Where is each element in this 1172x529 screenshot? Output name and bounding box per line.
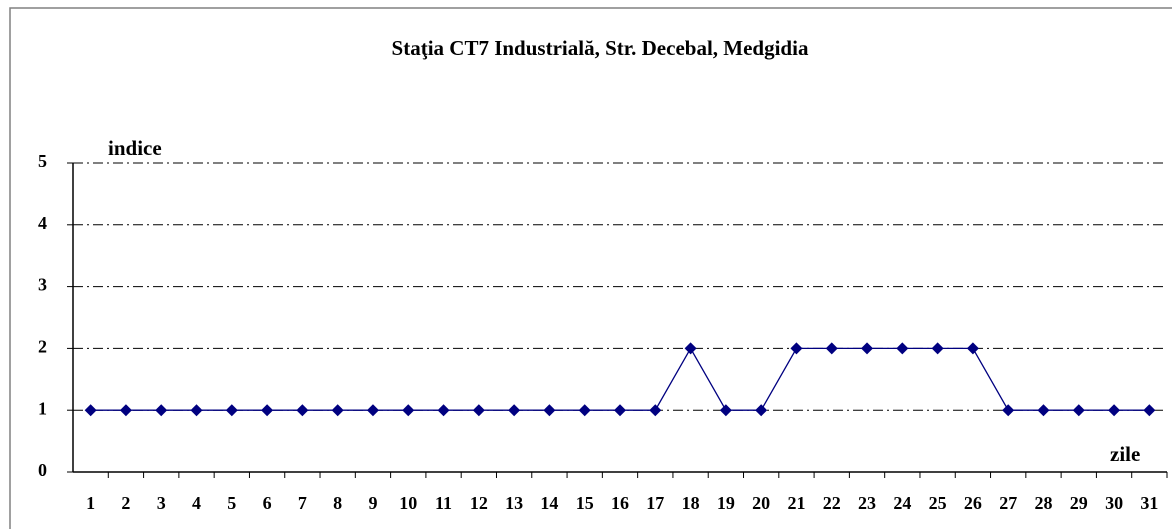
x-tick-label: 23 bbox=[858, 493, 876, 513]
data-point bbox=[225, 404, 238, 417]
data-point bbox=[1072, 404, 1085, 417]
y-tick-label: 5 bbox=[38, 151, 47, 171]
data-point bbox=[931, 342, 944, 355]
x-tick-label: 24 bbox=[893, 493, 911, 513]
x-tick-label: 28 bbox=[1034, 493, 1052, 513]
data-point bbox=[755, 404, 768, 417]
y-tick-label: 2 bbox=[38, 337, 47, 357]
data-point bbox=[1108, 404, 1121, 417]
x-tick-label: 22 bbox=[823, 493, 841, 513]
data-point bbox=[1037, 404, 1050, 417]
data-point bbox=[825, 342, 838, 355]
x-tick-label: 1 bbox=[86, 493, 95, 513]
data-point bbox=[190, 404, 203, 417]
x-tick-label: 20 bbox=[752, 493, 770, 513]
data-point bbox=[543, 404, 556, 417]
x-axis-label: zile bbox=[1110, 442, 1140, 466]
data-point bbox=[649, 404, 662, 417]
y-tick-label: 4 bbox=[38, 213, 47, 233]
data-point bbox=[472, 404, 485, 417]
data-point bbox=[1143, 404, 1156, 417]
x-tick-label: 10 bbox=[399, 493, 417, 513]
data-point bbox=[614, 404, 626, 417]
y-tick-label: 3 bbox=[38, 275, 47, 295]
data-point bbox=[366, 404, 379, 417]
data-point bbox=[896, 342, 909, 355]
data-point bbox=[296, 404, 309, 417]
data-point bbox=[84, 404, 97, 417]
data-point bbox=[119, 404, 132, 417]
data-point bbox=[508, 404, 521, 417]
data-point bbox=[578, 404, 591, 417]
x-tick-label: 6 bbox=[263, 493, 272, 513]
data-point bbox=[402, 404, 415, 417]
data-point bbox=[684, 342, 697, 355]
y-axis-label: indice bbox=[108, 136, 162, 160]
x-tick-label: 12 bbox=[470, 493, 488, 513]
x-tick-label: 5 bbox=[227, 493, 236, 513]
x-tick-label: 16 bbox=[611, 493, 629, 513]
data-point bbox=[966, 342, 979, 355]
x-tick-label: 9 bbox=[368, 493, 377, 513]
x-tick-label: 17 bbox=[646, 493, 664, 513]
x-tick-label: 30 bbox=[1105, 493, 1123, 513]
data-point bbox=[861, 342, 874, 355]
x-tick-label: 8 bbox=[333, 493, 342, 513]
x-tick-label: 25 bbox=[929, 493, 947, 513]
x-tick-label: 26 bbox=[964, 493, 982, 513]
data-point bbox=[437, 404, 450, 417]
x-tick-label: 27 bbox=[999, 493, 1017, 513]
data-point bbox=[790, 342, 803, 355]
x-tick-label: 31 bbox=[1140, 493, 1158, 513]
chart-frame bbox=[9, 7, 1172, 529]
x-tick-label: 21 bbox=[787, 493, 805, 513]
x-tick-label: 13 bbox=[505, 493, 523, 513]
x-tick-label: 15 bbox=[576, 493, 594, 513]
y-tick-label: 1 bbox=[38, 398, 47, 418]
data-point bbox=[261, 404, 274, 417]
data-point bbox=[331, 404, 344, 417]
data-point bbox=[155, 404, 168, 417]
x-tick-label: 2 bbox=[121, 493, 130, 513]
y-tick-label: 0 bbox=[38, 460, 47, 480]
chart-title: Staţia CT7 Industrială, Str. Decebal, Me… bbox=[392, 36, 809, 60]
x-tick-label: 29 bbox=[1070, 493, 1088, 513]
x-tick-label: 3 bbox=[157, 493, 166, 513]
x-tick-label: 7 bbox=[298, 493, 307, 513]
x-tick-label: 11 bbox=[435, 493, 452, 513]
data-point bbox=[719, 404, 732, 417]
x-tick-label: 14 bbox=[540, 493, 558, 513]
x-tick-label: 18 bbox=[682, 493, 700, 513]
x-tick-label: 19 bbox=[717, 493, 735, 513]
data-point bbox=[1002, 404, 1015, 417]
x-tick-label: 4 bbox=[192, 493, 201, 513]
